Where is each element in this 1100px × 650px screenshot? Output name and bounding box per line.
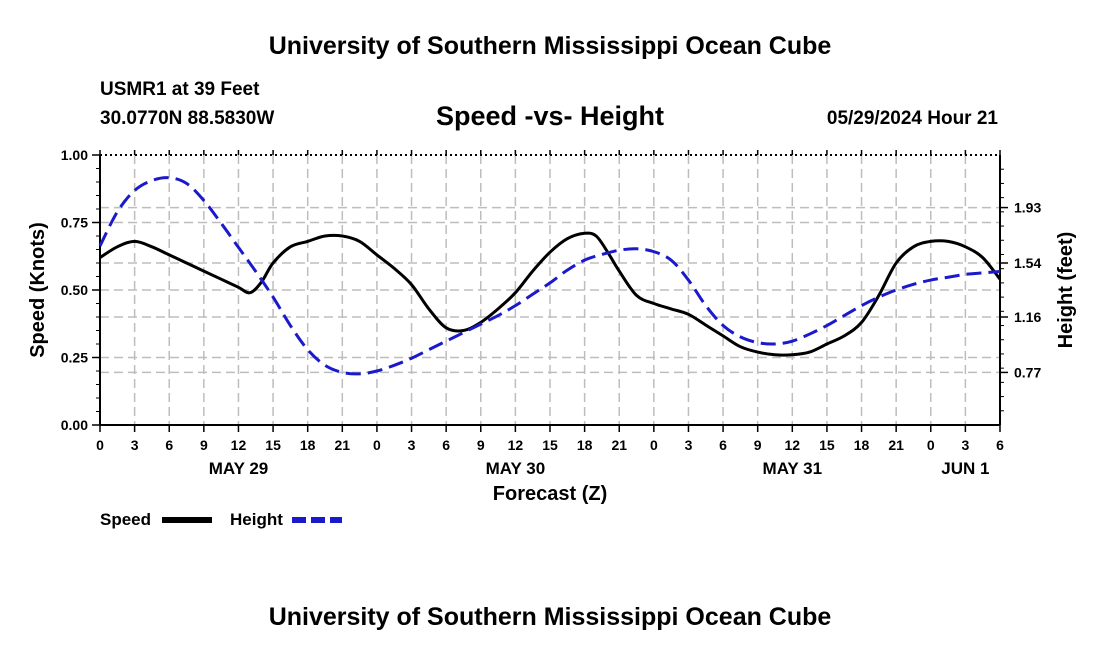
location-label: 30.0770N 88.5830W <box>100 108 274 129</box>
x-tick-label: 0 <box>96 437 104 453</box>
height-series-line <box>98 176 1001 376</box>
y-axis-label: Speed (Knots) <box>27 222 49 358</box>
station-label: USMR1 at 39 Feet <box>100 79 260 100</box>
date-label: JUN 1 <box>941 459 989 478</box>
x-tick-label: 3 <box>131 437 139 453</box>
y2-axis-ticks: 0.77 1.16 1.54 1.93 <box>1000 168 1041 412</box>
x-tick-label: 18 <box>854 437 870 453</box>
x-tick-label: 3 <box>408 437 416 453</box>
y-tick-label: 0.75 <box>61 215 88 231</box>
x-tick-label: 0 <box>650 437 658 453</box>
x-tick-label: 9 <box>477 437 485 453</box>
x-tick-label: 9 <box>754 437 762 453</box>
y-tick-label: 0.00 <box>61 417 88 433</box>
x-tick-label: 15 <box>819 437 835 453</box>
grid-lines <box>100 155 1000 425</box>
timestamp-label: 05/29/2024 Hour 21 <box>827 108 999 129</box>
x-tick-label: 12 <box>785 437 801 453</box>
y-tick-label: 0.25 <box>61 350 88 366</box>
date-label: MAY 30 <box>486 459 546 478</box>
x-tick-label: 0 <box>927 437 935 453</box>
x-axis-ticks: 0 3 6 9 12 15 18 21 0 3 6 9 12 15 18 21 0 3 6 9 12 15 18 21 0 3 6 <box>96 150 1004 453</box>
date-label: MAY 31 <box>763 459 823 478</box>
x-tick-label: 9 <box>200 437 208 453</box>
x-tick-label: 12 <box>231 437 247 453</box>
date-labels: MAY 29 MAY 30 MAY 31 JUN 1 <box>209 459 990 478</box>
x-tick-label: 18 <box>577 437 593 453</box>
chart-subtitle: Speed -vs- Height <box>436 101 664 131</box>
x-tick-label: 3 <box>961 437 969 453</box>
x-tick-label: 21 <box>611 437 627 453</box>
y2-tick-label: 1.54 <box>1014 255 1041 271</box>
y2-tick-label: 1.93 <box>1014 200 1041 216</box>
x-tick-label: 6 <box>719 437 727 453</box>
speed-series-line <box>99 231 1002 357</box>
x-tick-label: 3 <box>685 437 693 453</box>
y2-tick-label: 0.77 <box>1014 364 1041 380</box>
legend: Speed Height <box>100 510 342 529</box>
y2-tick-label: 1.16 <box>1014 309 1041 325</box>
y-axis-ticks: 0.00 0.25 0.50 0.75 1.00 <box>61 147 100 433</box>
x-tick-label: 0 <box>373 437 381 453</box>
x-tick-label: 18 <box>300 437 316 453</box>
x-tick-label: 21 <box>888 437 904 453</box>
x-tick-label: 15 <box>265 437 281 453</box>
date-label: MAY 29 <box>209 459 269 478</box>
y-tick-label: 1.00 <box>61 147 88 163</box>
x-axis-label: Forecast (Z) <box>493 483 607 505</box>
legend-speed-label: Speed <box>100 510 151 529</box>
x-tick-label: 6 <box>165 437 173 453</box>
legend-height-label: Height <box>230 510 283 529</box>
x-tick-label: 15 <box>542 437 558 453</box>
x-tick-label: 21 <box>335 437 351 453</box>
chart-title: University of Southern Mississippi Ocean… <box>269 32 832 60</box>
series-lines <box>98 176 1002 376</box>
footer-title: University of Southern Mississippi Ocean… <box>269 603 832 631</box>
y2-axis-label: Height (feet) <box>1055 232 1077 349</box>
y-tick-label: 0.50 <box>61 282 88 298</box>
x-tick-label: 6 <box>996 437 1004 453</box>
x-tick-label: 6 <box>442 437 450 453</box>
x-tick-label: 12 <box>508 437 524 453</box>
